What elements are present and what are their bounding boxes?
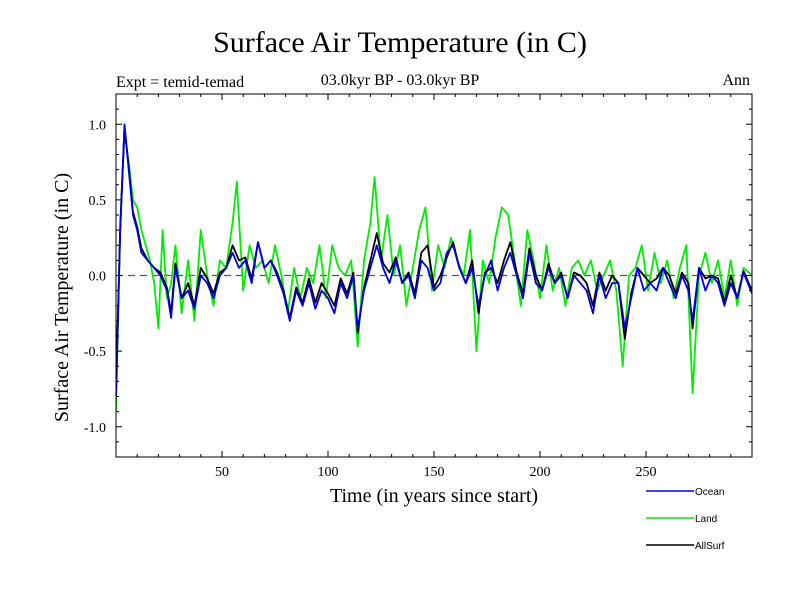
series-line-allsurf	[116, 126, 752, 389]
legend-label-allsurf: AllSurf	[695, 541, 725, 552]
series-line-ocean	[116, 123, 752, 397]
x-tick-label: 200	[530, 465, 551, 480]
x-axis-label: Time (in years since start)	[330, 485, 538, 507]
x-tick-label: 250	[636, 465, 657, 480]
legend-label-land: Land	[695, 514, 717, 525]
y-tick-label: 0.5	[89, 194, 107, 209]
season-label: Ann	[722, 72, 750, 89]
experiment-label: Expt = temid-temad	[116, 74, 245, 91]
x-tick-label: 150	[424, 465, 445, 480]
x-tick-label: 50	[215, 465, 229, 480]
y-axis-label: Surface Air Temperature (in C)	[51, 173, 73, 422]
legend-label-ocean: Ocean	[695, 487, 724, 498]
y-tick-label: 0.0	[89, 270, 107, 285]
y-tick-label: -1.0	[84, 421, 106, 436]
x-tick-label: 100	[318, 465, 339, 480]
series-line-land	[116, 130, 752, 412]
y-tick-label: 1.0	[89, 118, 107, 133]
period-label: 03.0kyr BP - 03.0kyr BP	[320, 72, 480, 89]
legend: Ocean Land AllSurf	[646, 487, 725, 552]
chart-title: Surface Air Temperature (in C)	[213, 26, 587, 59]
y-tick-label: -0.5	[84, 345, 106, 360]
